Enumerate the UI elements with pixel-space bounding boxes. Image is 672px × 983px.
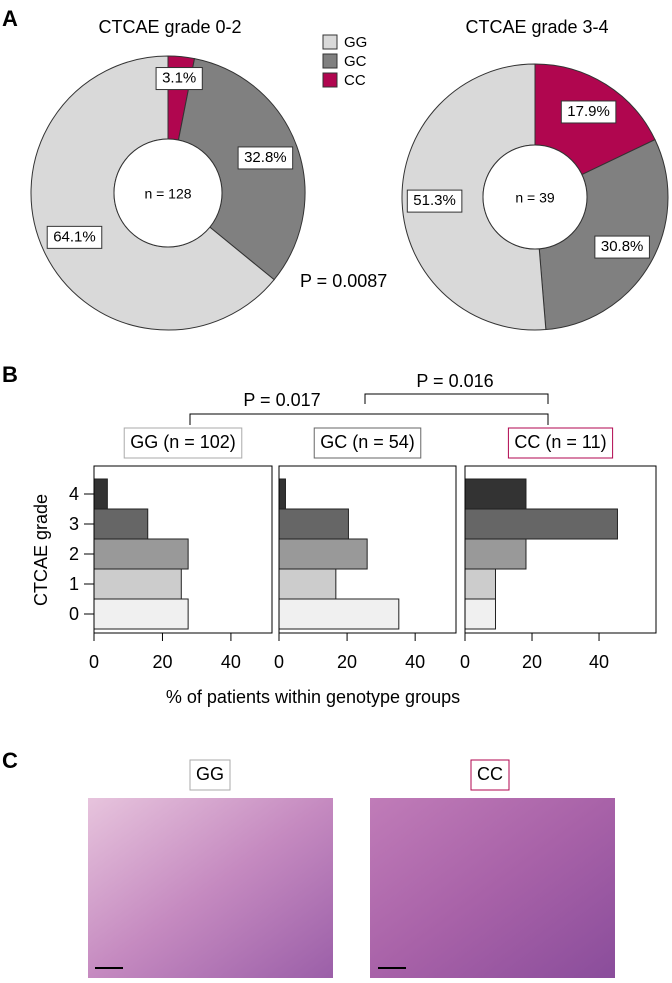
value-label-box [237, 146, 294, 170]
bar [464, 508, 618, 540]
x-tick-label: 40 [405, 652, 425, 672]
histology-image [88, 798, 333, 978]
panel-title: GC (n = 54) [320, 432, 415, 452]
bar [93, 538, 189, 570]
bar [278, 568, 337, 600]
bar [278, 538, 368, 570]
y-tick-label: 2 [69, 544, 79, 564]
value-label: 30.8% [601, 238, 644, 255]
center-label: n = 128 [144, 186, 191, 202]
y-tick-label: 4 [69, 484, 79, 504]
donut-hole [113, 138, 223, 248]
chart-title: CTCAE grade 0-2 [98, 17, 241, 37]
y-tick-label: 0 [69, 604, 79, 624]
panel-label: C [2, 748, 18, 773]
bar [278, 478, 286, 510]
x-tick-label: 0 [89, 652, 99, 672]
bracket [189, 413, 549, 425]
x-tick-label: 0 [460, 652, 470, 672]
histology-label-box [189, 759, 231, 791]
value-label: 51.3% [413, 192, 456, 209]
value-label: 17.9% [567, 103, 610, 120]
value-label-box [46, 225, 103, 249]
value-label: 64.1% [53, 228, 96, 245]
x-tick-label: 40 [221, 652, 241, 672]
y-tick-label: 1 [69, 574, 79, 594]
chart-title: CTCAE grade 3-4 [465, 17, 608, 37]
value-label-box [560, 100, 617, 124]
histology-label-box [470, 759, 510, 791]
bar [464, 538, 527, 570]
p-value: P = 0.017 [243, 390, 320, 410]
legend-label: GG [344, 34, 367, 51]
legend-swatch [322, 34, 338, 50]
value-label-box [594, 235, 650, 259]
bar [278, 598, 400, 630]
panel-label: A [2, 6, 18, 31]
legend-label: GC [344, 53, 367, 70]
panel-title: CC (n = 11) [514, 432, 606, 452]
histology-label: GG [196, 764, 224, 784]
panel-label: B [2, 362, 18, 387]
panel-title-box [507, 427, 614, 459]
plot-frame [464, 465, 657, 634]
bracket [364, 393, 549, 404]
value-label-box [406, 189, 463, 213]
donut-hole [482, 144, 588, 250]
bar [278, 508, 349, 540]
x-tick-label: 20 [522, 652, 542, 672]
value-label: 32.8% [244, 149, 287, 166]
histology-label: CC [477, 764, 503, 784]
value-label-box [155, 67, 203, 91]
bar [464, 568, 496, 600]
bar [93, 508, 149, 540]
panel-title: GG (n = 102) [130, 432, 236, 452]
y-axis-label: CTCAE grade [31, 494, 51, 606]
panel-title-box [313, 427, 422, 459]
value-label: 3.1% [162, 70, 196, 87]
x-tick-label: 20 [152, 652, 172, 672]
bar [464, 598, 496, 630]
panel-title-box [123, 427, 243, 459]
x-tick-label: 0 [274, 652, 284, 672]
legend-label: CC [344, 72, 366, 89]
bar [93, 598, 189, 630]
legend-swatch [322, 72, 338, 88]
legend-swatch [322, 53, 338, 69]
center-label: n = 39 [515, 190, 555, 206]
bar [93, 568, 182, 600]
bar [464, 478, 527, 510]
x-axis-label: % of patients within genotype groups [166, 687, 460, 707]
x-tick-label: 20 [337, 652, 357, 672]
plot-frame [93, 465, 273, 634]
x-tick-label: 40 [589, 652, 609, 672]
p-value: P = 0.016 [416, 371, 493, 391]
p-value: P = 0.0087 [300, 271, 387, 291]
histology-image [370, 798, 615, 978]
y-tick-label: 3 [69, 514, 79, 534]
bar [93, 478, 108, 510]
plot-frame [278, 465, 457, 634]
